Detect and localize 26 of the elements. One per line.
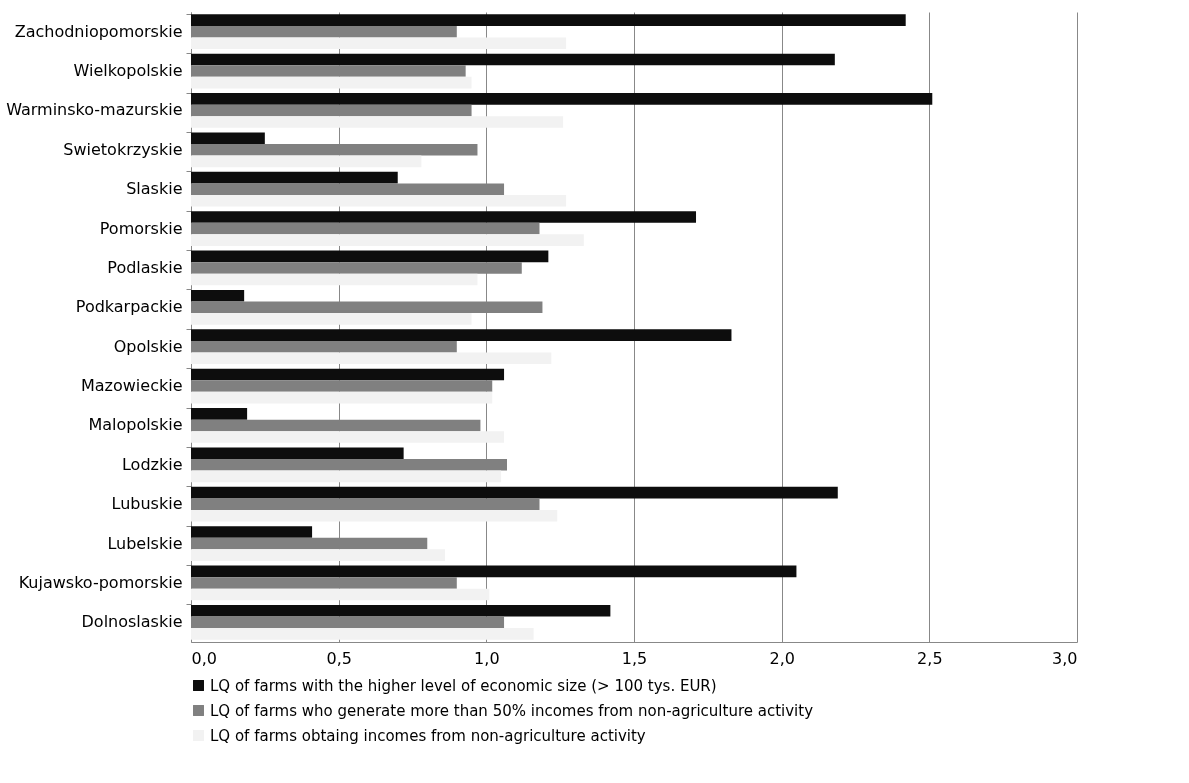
x-tick-label: 2,0 [769, 648, 795, 668]
legend-label: LQ of farms with the higher level of economic size (> 100 tys. EUR) [210, 676, 717, 695]
y-tick-label: Kujawsko-pomorskie [18, 572, 183, 592]
y-tick-label: Warminsko-mazurskie [6, 100, 183, 120]
y-tick-label: Mazowieckie [80, 376, 183, 396]
x-tick-label: 3,0 [1052, 648, 1078, 668]
legend-label: LQ of farms who generate more than 50% incomes from non-agriculture activity [210, 701, 814, 720]
y-tick-label: Podkarpackie [75, 297, 183, 317]
y-tick-label: Lubelskie [107, 533, 183, 553]
y-tick-label: Opolskie [113, 336, 183, 356]
y-tick-label: Pomorskie [99, 218, 183, 238]
y-tick-label: Malopolskie [88, 415, 183, 435]
y-tick-label: Swietokrzyskie [63, 139, 183, 159]
x-tick-label: 1,0 [474, 648, 500, 668]
y-tick-label: Lodzkie [121, 454, 183, 474]
y-tick-label: Slaskie [126, 179, 183, 199]
x-tick-label: 1,5 [621, 648, 648, 668]
y-tick-label: Podlaskie [107, 257, 183, 277]
x-tick-label: 2,5 [917, 648, 943, 668]
x-tick-label: 0,5 [326, 648, 352, 668]
x-tick-label: 0,0 [191, 648, 217, 668]
y-tick-label: Zachodniopomorskie [14, 21, 183, 41]
legend-label: LQ of farms obtaing incomes from non-agriculture activity [210, 726, 646, 745]
y-tick-label: Wielkopolskie [73, 61, 183, 81]
y-tick-label: Lubuskie [111, 494, 183, 514]
y-tick-label: Dolnoslaskie [81, 612, 183, 632]
